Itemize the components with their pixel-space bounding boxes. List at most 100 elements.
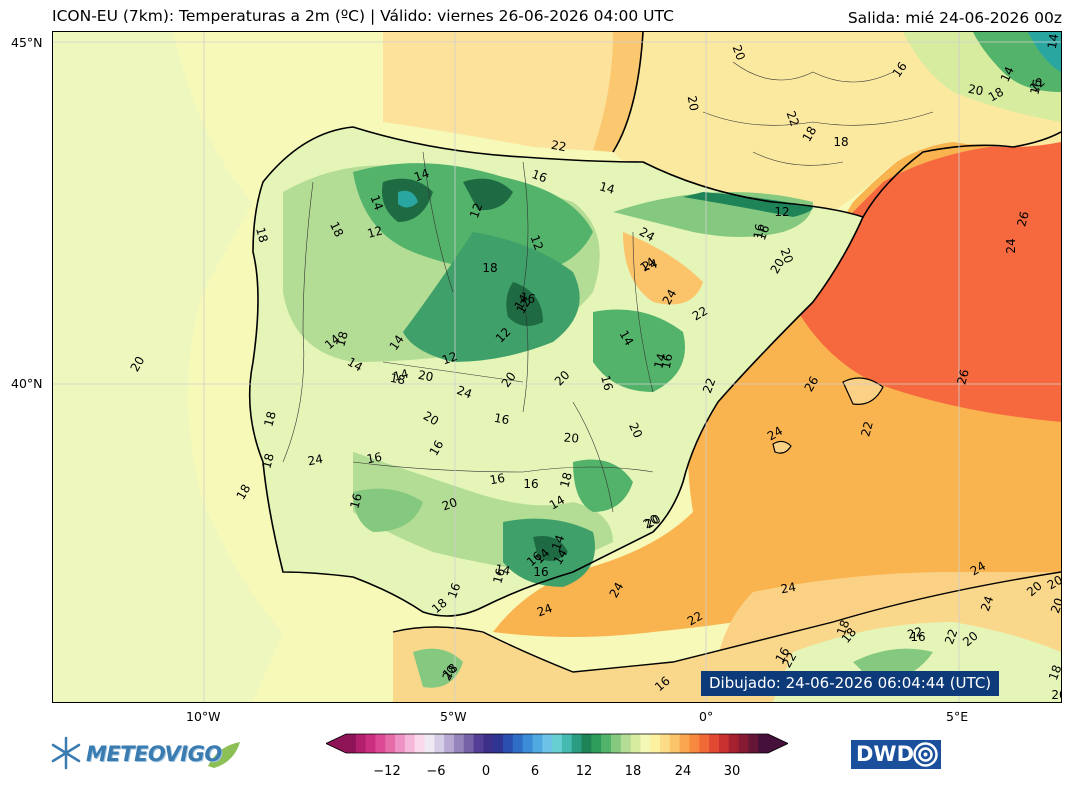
colorbar-swatch — [699, 734, 710, 753]
contour-label: 20 — [730, 43, 748, 62]
contour-label: 26 — [1014, 210, 1031, 228]
picos-teal — [398, 190, 418, 208]
colorbar-swatch — [414, 734, 426, 753]
contour-label: 20 — [626, 420, 645, 440]
colorbar-swatch — [610, 734, 622, 753]
contour-label: 18 — [261, 410, 278, 428]
contour-label: 14 — [998, 64, 1017, 84]
colorbar-swatch — [395, 734, 406, 753]
colorbar-swatch — [522, 734, 533, 753]
contour-label: 18 — [333, 330, 350, 348]
contour-label: 20 — [1048, 596, 1061, 615]
colorbar-swatch — [542, 734, 553, 753]
colorbar-swatch — [365, 734, 376, 753]
contour-label: 22 — [784, 109, 802, 128]
lon-label-5w: 5°W — [440, 709, 467, 724]
region-borders — [282, 151, 654, 513]
contour-label: 20 — [1051, 688, 1061, 702]
contour-label: 18 — [253, 226, 270, 244]
colorbar-swatch — [591, 734, 602, 753]
colorbar-swatch — [483, 734, 494, 753]
contour-label: 26 — [802, 374, 822, 394]
contour-label: 20 — [768, 256, 788, 276]
france-borders — [702, 61, 934, 166]
colorbar-tick-label: 0 — [481, 764, 491, 779]
contour-label: 18 — [800, 124, 820, 144]
contour-label: 24 — [307, 452, 324, 468]
contour-label: 16 — [1027, 78, 1044, 96]
contour-label: 14 — [412, 166, 431, 184]
contour-label: 24 — [968, 559, 988, 579]
colorbar-tick-label: 18 — [624, 764, 642, 779]
contour-label: 18 — [833, 135, 848, 149]
colorbar-swatch — [375, 734, 386, 753]
dwd-logo: DWD — [851, 740, 941, 769]
contour-label: 24 — [641, 256, 659, 273]
contour-label: 22 — [780, 650, 800, 670]
colorbar-swatch — [758, 734, 769, 753]
contour-label: 16 — [754, 223, 772, 242]
contour-label: 16 — [493, 411, 510, 427]
contour-label: 12 — [366, 223, 384, 240]
contour-label: 16 — [347, 492, 364, 510]
contour-label: 12 — [528, 233, 546, 252]
mallorca — [843, 378, 883, 405]
colorbar-swatch — [620, 734, 632, 753]
contour-label: 16 — [490, 567, 507, 585]
contour-label: 16 — [519, 290, 536, 306]
colorbar-swatch — [444, 734, 455, 753]
france-coastline — [612, 32, 1061, 218]
contour-label: 14 — [651, 352, 668, 370]
colorbar-swatch — [532, 734, 543, 753]
dwd-logo-text: DWD — [856, 742, 915, 766]
biscay-orange — [593, 32, 653, 152]
pyrenees-green — [683, 192, 813, 217]
iberian-system — [593, 309, 685, 392]
contour-label: 14 — [368, 193, 386, 212]
contour-label: 14 — [598, 179, 616, 196]
atlantic-cool-band — [53, 32, 283, 702]
colorbar-tick-label: 12 — [575, 764, 593, 779]
model-run-label: Salida: mié 24-06-2026 00z — [847, 9, 1062, 27]
contour-label: 14 — [345, 355, 365, 375]
colorbar-tick-label: 30 — [723, 764, 741, 779]
contour-label: 16 — [751, 223, 767, 240]
colorbar-swatch — [473, 734, 484, 753]
graticule — [53, 32, 1061, 702]
contour-label: 20 — [417, 368, 434, 384]
colorbar-swatch — [650, 734, 661, 753]
contour-label: 22 — [685, 609, 705, 629]
meteovigo-logo — [51, 736, 240, 770]
contour-label: 20 — [643, 512, 663, 532]
colorbar-tick-label: −6 — [426, 764, 446, 779]
contour-label: 20 — [563, 430, 579, 445]
contour-label: 16 — [445, 581, 463, 600]
contour-label: 22 — [690, 304, 710, 324]
temperature-map[interactable]: 20 20 20 22 16 14 22 18 18 14 20 16 18 16 14 14 12 12 16 24… — [52, 31, 1062, 703]
colorbar-swatch — [385, 734, 396, 753]
contour-label: 12 — [514, 296, 534, 316]
contour-label: 24 — [978, 594, 996, 613]
contour-label: 24 — [660, 287, 680, 307]
contour-label: 16 — [530, 167, 549, 185]
colorbar-swatch — [463, 734, 475, 753]
contour-label: 20 — [128, 354, 148, 374]
colorbar-swatch — [679, 734, 690, 753]
colorbar-swatch — [709, 734, 720, 753]
contour-label: 18 — [1046, 663, 1061, 682]
contour-label: 12 — [440, 349, 459, 367]
africa-coastline — [392, 571, 1061, 673]
contour-label: 12 — [467, 201, 485, 220]
sierra-morena — [353, 488, 423, 532]
colorbar-swatch — [571, 734, 583, 753]
meteovigo-logo-text: METEOVIGO — [86, 742, 222, 766]
lon-label-0: 0° — [699, 709, 714, 724]
colorbar-swatch — [601, 734, 612, 753]
colorbar-swatch — [453, 734, 465, 753]
biscay-warm — [383, 32, 653, 152]
lat-label-45n: 45°N — [11, 35, 43, 50]
colorbar-swatch — [404, 734, 416, 753]
colorbar-swatch — [748, 734, 759, 753]
balearic-coastline — [772, 377, 884, 454]
